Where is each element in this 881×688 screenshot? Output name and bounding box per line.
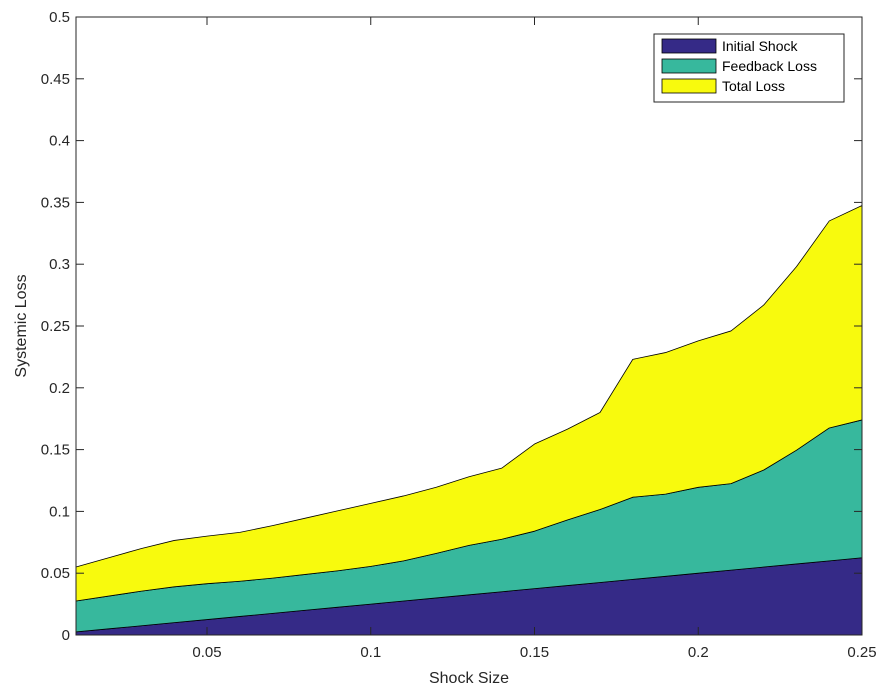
y-tick-label: 0.45 <box>41 71 70 88</box>
y-tick-label: 0.1 <box>49 503 70 520</box>
x-tick-label: 0.25 <box>847 644 876 661</box>
y-axis-label: Systemic Loss <box>13 274 30 377</box>
y-tick-label: 0.15 <box>41 442 70 459</box>
legend-swatch-feedback-loss <box>661 58 717 74</box>
y-tick-label: 0.05 <box>41 565 70 582</box>
area-layers <box>75 205 863 636</box>
legend-swatch-initial-shock <box>661 38 717 54</box>
axes: 0 0.05 0.1 0.15 0.2 0.25 0.3 0.35 0.4 0.45 0.5 0.05… <box>41 9 877 661</box>
y-tick-label: 0.5 <box>49 9 70 26</box>
y-tick-label: 0 <box>62 627 70 644</box>
legend-label-feedback-loss: Feedback Loss <box>722 58 817 74</box>
legend-label-total-loss: Total Loss <box>722 78 785 94</box>
y-tick-label: 0.2 <box>49 380 70 397</box>
x-tick-label: 0.2 <box>688 644 709 661</box>
x-tick-label: 0.1 <box>360 644 381 661</box>
x-tick-label: 0.15 <box>520 644 549 661</box>
x-axis-label: Shock Size <box>429 670 509 687</box>
x-tick-label: 0.05 <box>192 644 221 661</box>
legend-swatch-total-loss <box>661 78 717 94</box>
y-tick-label: 0.35 <box>41 194 70 211</box>
y-tick-label: 0.3 <box>49 256 70 273</box>
legend: Initial Shock Feedback Loss Total Loss <box>653 33 845 103</box>
legend-label-initial-shock: Initial Shock <box>722 38 798 54</box>
y-tick-label: 0.4 <box>49 133 70 150</box>
y-tick-label: 0.25 <box>41 318 70 335</box>
